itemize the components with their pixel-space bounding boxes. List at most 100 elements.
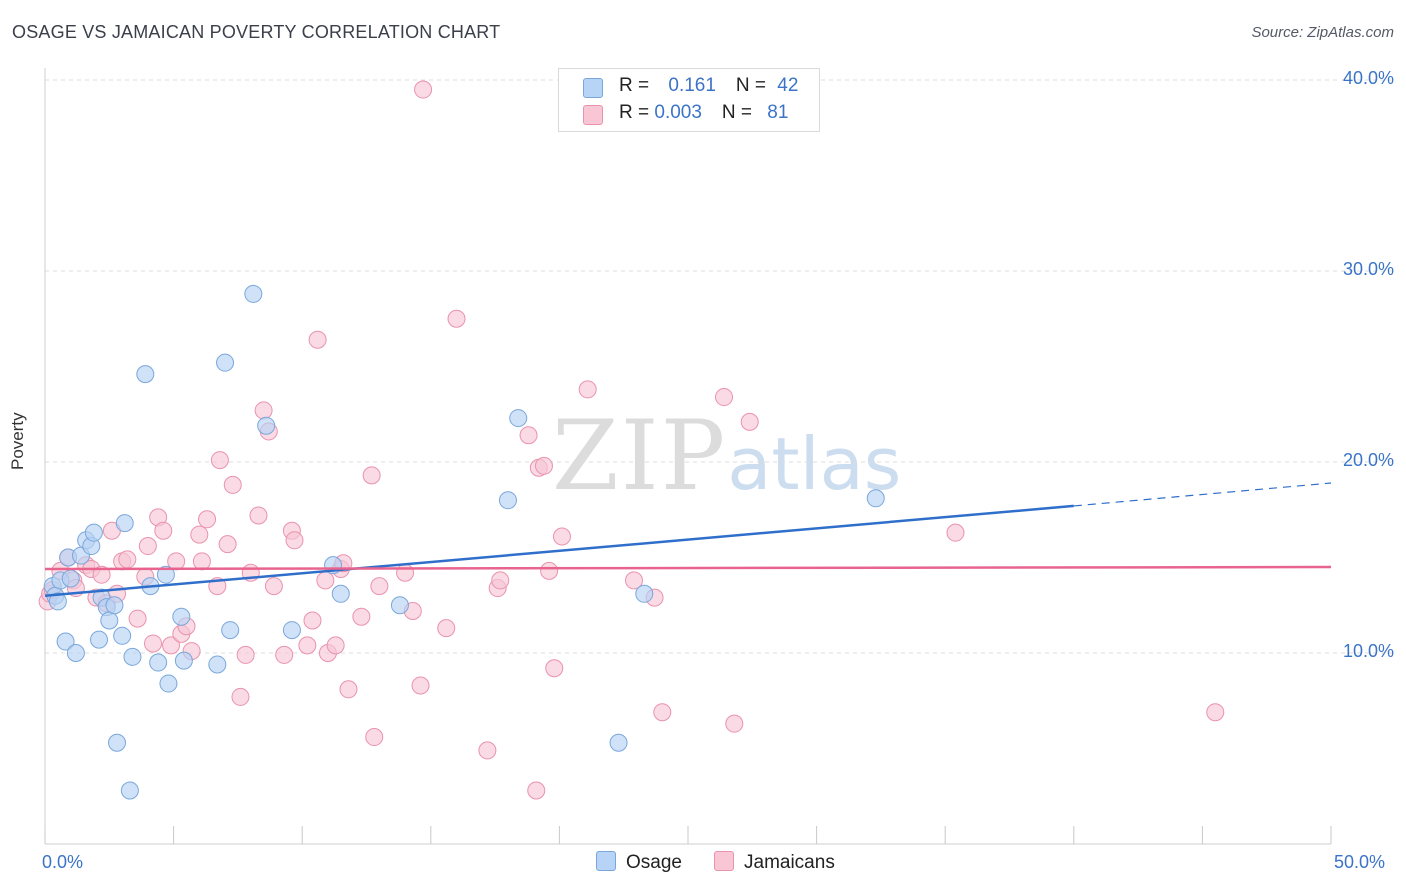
- jamaicans-point: [1206, 703, 1225, 722]
- legend-n-value: 81: [767, 102, 789, 123]
- legend-n-value: 42: [777, 75, 799, 96]
- jamaicans-point: [254, 401, 273, 420]
- osage-point: [113, 626, 132, 645]
- osage-point: [866, 489, 885, 508]
- jamaicans-point: [138, 537, 157, 556]
- osage-point: [390, 596, 409, 615]
- watermark: ZIPatlas: [552, 400, 901, 512]
- osage-point: [172, 607, 191, 626]
- osage-point: [56, 632, 75, 651]
- osage-point: [609, 733, 628, 752]
- jamaicans-point: [210, 451, 229, 470]
- jamaicans-point: [236, 645, 255, 664]
- jamaicans-point: [478, 741, 497, 760]
- osage-point: [123, 647, 142, 666]
- y-axis-label: Poverty: [8, 412, 27, 470]
- source-credit: Source: ZipAtlas.com: [1251, 24, 1394, 41]
- jamaicans-point: [396, 563, 415, 582]
- legend-r-value: 0.003: [654, 102, 702, 123]
- osage-point: [257, 416, 276, 435]
- legend-r-label: R =: [619, 75, 655, 96]
- osage-point: [282, 621, 301, 640]
- jamaicans-point: [725, 714, 744, 733]
- watermark-zip: ZIP: [552, 400, 728, 512]
- osage-point: [48, 592, 67, 611]
- jamaicans-point: [154, 521, 173, 540]
- jamaicans-point: [527, 781, 546, 800]
- osage-point: [221, 621, 240, 640]
- legend-r-value: 0.161: [668, 75, 716, 96]
- jamaicans-point: [352, 607, 371, 626]
- jamaicans-point: [190, 525, 209, 544]
- osage-point: [159, 674, 178, 693]
- osage-point: [66, 644, 85, 662]
- jamaicans-point: [264, 577, 283, 596]
- jamaicans-point: [192, 552, 211, 571]
- y-tick-label: 10.0%: [1342, 641, 1394, 661]
- osage-swatch: [583, 78, 603, 98]
- osage-point: [61, 569, 80, 588]
- osage-trend-line: [1073, 482, 1332, 507]
- jamaicans-point: [624, 571, 643, 590]
- osage-point: [149, 653, 168, 672]
- jamaicans-point: [362, 466, 381, 485]
- jamaicans-trend-line: [44, 565, 1332, 571]
- jamaicans-point: [223, 475, 242, 494]
- jamaicans-point: [370, 577, 389, 596]
- osage-point: [90, 630, 109, 649]
- jamaicans-point: [365, 728, 384, 747]
- jamaicans-point: [545, 659, 564, 678]
- jamaicans-point: [128, 609, 147, 628]
- osage-point: [105, 596, 124, 615]
- legend-row-osage: R = 0.161 N = 42: [583, 75, 799, 98]
- jamaicans-point: [275, 645, 294, 664]
- osage-point: [635, 584, 654, 603]
- jamaicans-point: [540, 561, 559, 580]
- chart-title: OSAGE VS JAMAICAN POVERTY CORRELATION CH…: [12, 22, 501, 42]
- osage-point: [108, 733, 127, 752]
- jamaicans-point: [118, 550, 137, 569]
- jamaicans-point: [578, 380, 597, 399]
- osage-point: [174, 651, 193, 670]
- jamaicans-point: [519, 426, 538, 445]
- y-tick-label: 40.0%: [1342, 68, 1394, 88]
- jamaicans-point: [414, 80, 433, 99]
- osage-legend-swatch: [596, 851, 616, 871]
- jamaicans-point: [231, 687, 250, 706]
- osage-point: [120, 781, 139, 800]
- x-tick-label-min: 0.0%: [42, 852, 84, 872]
- osage-trend-line: [44, 504, 1074, 597]
- jamaicans-point: [447, 309, 466, 328]
- jamaicans-point: [92, 565, 111, 584]
- jamaicans-point: [303, 611, 322, 630]
- jamaicans-point: [298, 636, 317, 655]
- jamaicans-swatch: [583, 105, 603, 125]
- osage-point: [84, 523, 103, 542]
- jamaicans-point: [946, 523, 965, 542]
- osage-point: [115, 514, 134, 533]
- osage-legend-label: Osage: [626, 852, 682, 873]
- jamaicans-point: [534, 456, 553, 475]
- jamaicans-point: [411, 676, 430, 695]
- osage-point: [509, 409, 528, 428]
- legend-r-label: R =: [619, 102, 655, 123]
- legend-n-label: N =: [735, 75, 772, 96]
- jamaicans-point: [491, 571, 510, 590]
- jamaicans-point: [218, 535, 237, 554]
- jamaicans-point: [308, 330, 327, 349]
- osage-point: [136, 365, 155, 384]
- jamaicans-point: [437, 619, 456, 638]
- y-tick-label: 20.0%: [1342, 450, 1394, 470]
- jamaicans-point: [653, 703, 672, 722]
- jamaicans-legend-label: Jamaicans: [744, 852, 835, 873]
- osage-point: [100, 611, 119, 630]
- osage-point: [244, 284, 263, 303]
- osage-point: [216, 353, 235, 372]
- jamaicans-point: [198, 510, 217, 529]
- jamaicans-point: [249, 506, 268, 525]
- x-tick-label-max: 50.0%: [1334, 852, 1386, 872]
- jamaicans-legend-swatch: [714, 851, 734, 871]
- y-tick-label: 30.0%: [1342, 259, 1394, 279]
- jamaicans-point: [285, 531, 304, 550]
